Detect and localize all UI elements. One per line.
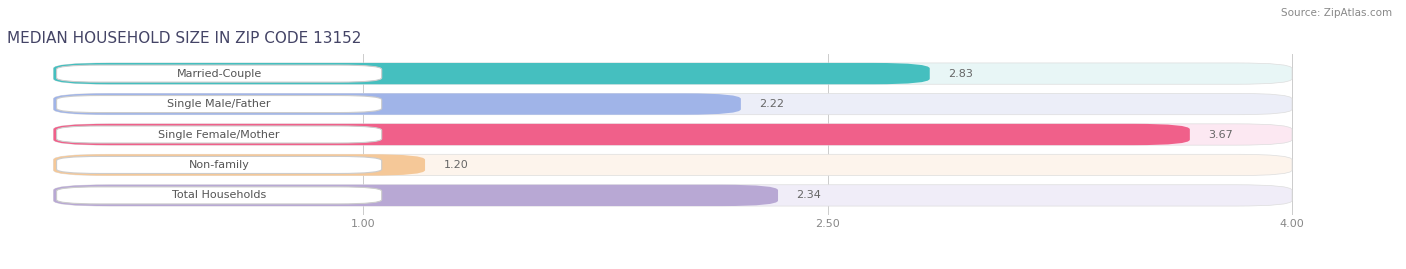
Text: 3.67: 3.67 bbox=[1208, 129, 1233, 140]
FancyBboxPatch shape bbox=[56, 95, 381, 112]
FancyBboxPatch shape bbox=[53, 63, 1292, 84]
FancyBboxPatch shape bbox=[53, 185, 1292, 206]
FancyBboxPatch shape bbox=[53, 93, 741, 115]
FancyBboxPatch shape bbox=[56, 126, 381, 143]
FancyBboxPatch shape bbox=[53, 93, 1292, 115]
Text: Non-family: Non-family bbox=[188, 160, 250, 170]
FancyBboxPatch shape bbox=[53, 63, 929, 84]
Text: Total Households: Total Households bbox=[172, 190, 266, 200]
Text: 2.22: 2.22 bbox=[759, 99, 785, 109]
FancyBboxPatch shape bbox=[53, 154, 1292, 176]
Text: Single Female/Mother: Single Female/Mother bbox=[159, 129, 280, 140]
FancyBboxPatch shape bbox=[53, 124, 1292, 145]
FancyBboxPatch shape bbox=[56, 157, 381, 174]
FancyBboxPatch shape bbox=[53, 185, 778, 206]
FancyBboxPatch shape bbox=[56, 187, 381, 204]
Text: 2.34: 2.34 bbox=[797, 190, 821, 200]
FancyBboxPatch shape bbox=[53, 124, 1189, 145]
Text: 2.83: 2.83 bbox=[948, 69, 973, 79]
FancyBboxPatch shape bbox=[56, 65, 381, 82]
Text: Married-Couple: Married-Couple bbox=[177, 69, 262, 79]
Text: MEDIAN HOUSEHOLD SIZE IN ZIP CODE 13152: MEDIAN HOUSEHOLD SIZE IN ZIP CODE 13152 bbox=[7, 31, 361, 46]
Text: Single Male/Father: Single Male/Father bbox=[167, 99, 271, 109]
FancyBboxPatch shape bbox=[53, 154, 425, 176]
Text: 1.20: 1.20 bbox=[444, 160, 468, 170]
Text: Source: ZipAtlas.com: Source: ZipAtlas.com bbox=[1281, 8, 1392, 18]
